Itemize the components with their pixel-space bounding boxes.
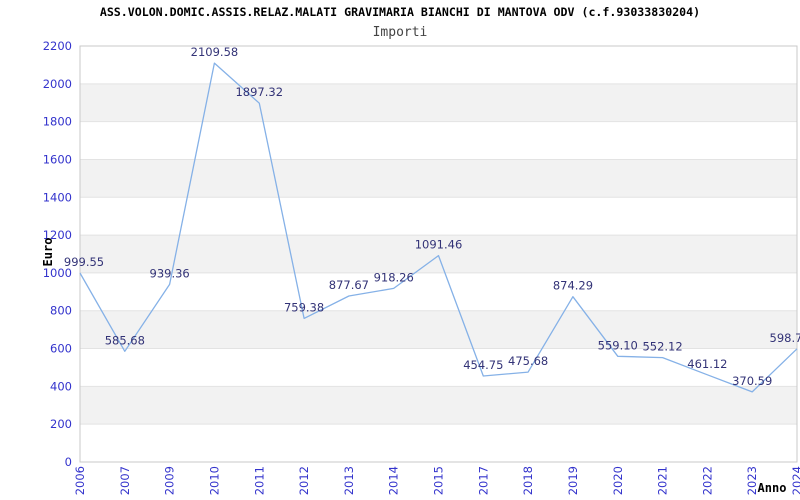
data-point-label: 1091.46 <box>415 238 463 252</box>
y-tick-label: 400 <box>50 379 72 393</box>
data-point-label: 1897.32 <box>235 85 283 99</box>
x-tick-label: 2020 <box>611 466 625 495</box>
y-tick-label: 200 <box>50 417 72 431</box>
plot-band <box>80 386 797 425</box>
data-point-label: 939.36 <box>150 266 190 280</box>
plot-band <box>80 348 797 387</box>
data-point-label: 552.12 <box>642 340 682 354</box>
x-tick-label: 2009 <box>163 466 177 495</box>
x-tick-label: 2023 <box>745 466 759 495</box>
y-tick-label: 800 <box>50 304 72 318</box>
plot-band <box>80 424 797 462</box>
x-tick-label: 2021 <box>656 466 670 495</box>
data-point-label: 454.75 <box>463 358 503 372</box>
data-point-label: 585.68 <box>105 333 145 347</box>
plot-band <box>80 310 797 349</box>
plot-band <box>80 197 797 236</box>
x-tick-label: 2007 <box>118 466 132 495</box>
chart-subtitle: Importi <box>372 25 428 40</box>
x-axis-title: Anno <box>757 481 787 495</box>
plot-band <box>80 46 797 84</box>
y-tick-label: 1000 <box>43 266 72 280</box>
x-tick-label: 2011 <box>252 466 266 495</box>
data-point-label: 918.26 <box>374 270 414 284</box>
data-point-label: 874.29 <box>553 279 593 293</box>
x-tick-label: 2022 <box>700 466 714 495</box>
data-point-label: 475.68 <box>508 354 548 368</box>
y-tick-label: 0 <box>65 455 72 469</box>
x-tick-label: 2013 <box>342 466 356 495</box>
plot-band <box>80 159 797 198</box>
y-tick-label: 2000 <box>43 77 72 91</box>
plot-band <box>80 83 797 122</box>
plot-border <box>79 45 798 463</box>
data-point-label: 370.59 <box>732 374 772 388</box>
y-tick-label: 1800 <box>43 115 72 129</box>
y-tick-label: 1400 <box>43 190 72 204</box>
chart-title: ASS.VOLON.DOMIC.ASSIS.RELAZ.MALATI GRAVI… <box>99 5 701 19</box>
y-tick-label: 1600 <box>43 152 72 166</box>
plot-band <box>80 235 797 273</box>
x-tick-label: 2014 <box>387 466 401 495</box>
data-point-label: 999.55 <box>64 255 104 269</box>
x-tick-label: 2012 <box>297 466 311 495</box>
y-tick-label: 600 <box>50 342 72 356</box>
data-point-label: 2109.58 <box>191 45 239 59</box>
data-point-label: 461.12 <box>687 357 727 371</box>
data-point-label: 877.67 <box>329 278 369 292</box>
x-tick-label: 2006 <box>73 466 87 495</box>
data-point-label: 759.38 <box>284 300 324 314</box>
x-tick-label: 2019 <box>566 466 580 495</box>
x-tick-label: 2017 <box>476 466 490 495</box>
plot-band <box>80 272 797 311</box>
x-tick-label: 2010 <box>207 466 221 495</box>
data-point-label: 559.10 <box>598 338 638 352</box>
x-tick-label: 2015 <box>432 466 446 495</box>
data-point-label: 598.7 <box>770 331 800 345</box>
plot-band <box>80 121 797 160</box>
x-tick-label: 2024 <box>790 466 800 495</box>
y-tick-label: 1200 <box>43 228 72 242</box>
y-axis-title: Euro <box>41 237 55 267</box>
x-tick-label: 2018 <box>521 466 535 495</box>
y-tick-label: 2200 <box>43 39 72 53</box>
line-series <box>79 62 798 393</box>
